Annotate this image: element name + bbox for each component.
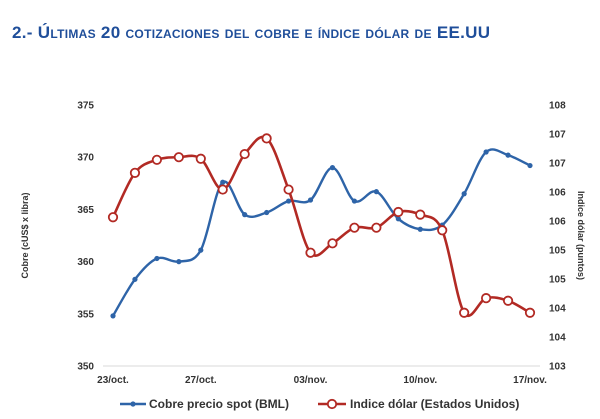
legend-copper-swatch-marker <box>130 401 136 407</box>
dollar-index-point <box>261 133 272 144</box>
copper-price-point <box>351 198 358 204</box>
dollar-index-point <box>393 206 404 218</box>
dollar-index-point <box>349 222 360 233</box>
y-left-tick-label: 350 <box>77 362 94 373</box>
copper-price-point <box>461 191 467 197</box>
copper-price-point <box>132 276 138 282</box>
dollar-index-point <box>283 184 294 195</box>
y-right-tick-label: 107 <box>549 130 566 141</box>
x-tick-label: 27/oct. <box>185 375 217 386</box>
dollar-index-point <box>481 293 492 304</box>
x-tick-label: 23/oct. <box>97 375 129 386</box>
copper-price-point <box>373 189 379 195</box>
y-right-tick-label: 108 <box>549 101 566 112</box>
y-left-tick-label: 355 <box>77 309 94 320</box>
dollar-index-point <box>217 184 228 195</box>
dollar-index-point <box>371 222 382 233</box>
y-right-tick-label: 105 <box>549 275 566 286</box>
copper-price-point <box>110 313 116 319</box>
copper-price-point <box>220 179 226 185</box>
legend-dollar-swatch-marker <box>326 398 338 410</box>
copper-price-point <box>198 247 204 253</box>
title-number: 2.- <box>12 23 38 42</box>
dollar-index-point <box>524 307 536 318</box>
chart-title: 2.- Últimas 20 cotizaciones del cobre e … <box>12 22 592 43</box>
dollar-index-point <box>415 209 426 220</box>
y-right-tick-label: 106 <box>549 217 566 228</box>
legend-dollar-label: Indice dólar (Estados Unidos) <box>350 397 519 411</box>
copper-price-point <box>329 165 336 171</box>
legend-copper-label: Cobre precio spot (BML) <box>149 397 289 411</box>
y-right-tick-label: 106 <box>549 188 566 199</box>
copper-price-point <box>242 212 248 218</box>
x-tick-label: 03/nov. <box>294 375 328 386</box>
y-right-tick-label: 103 <box>549 362 566 373</box>
dollar-index-point <box>173 152 184 163</box>
y-right-axis-title: Indice dólar (puntos) <box>576 191 586 280</box>
dollar-index-line <box>111 135 531 317</box>
y-left-tick-label: 365 <box>77 205 94 216</box>
dollar-index-point <box>195 153 206 164</box>
copper-price-point <box>264 209 270 216</box>
y-left-tick-label: 370 <box>77 153 94 164</box>
dollar-index-point <box>151 154 162 165</box>
x-tick-label: 17/nov. <box>513 375 547 386</box>
copper-price-point <box>505 152 511 158</box>
y-right-tick-label: 104 <box>549 333 566 344</box>
dollar-index-point <box>239 148 250 160</box>
y-left-tick-label: 360 <box>77 257 94 268</box>
y-right-tick-label: 104 <box>549 304 566 315</box>
y-right-tick-label: 107 <box>549 159 566 170</box>
dollar-index-point <box>305 247 316 258</box>
y-left-axis-title: Cobre (cUS$ x libra) <box>20 192 30 278</box>
dollar-index-point <box>327 238 338 249</box>
dollar-index-point <box>502 295 514 306</box>
dollar-index-point <box>129 167 141 178</box>
dollar-index-point <box>459 307 470 318</box>
x-tick-label: 10/nov. <box>403 375 437 386</box>
copper-price-point <box>285 198 292 204</box>
copper-price-point <box>527 162 533 169</box>
title-text: Últimas 20 cotizaciones del cobre e índi… <box>37 23 491 42</box>
y-left-tick-label: 375 <box>77 101 94 112</box>
copper-price-point <box>395 216 401 222</box>
copper-price-point <box>154 255 160 262</box>
copper-price-point <box>417 226 423 232</box>
y-right-tick-label: 105 <box>549 246 566 257</box>
copper-price-point <box>307 197 314 203</box>
dollar-index-point <box>107 212 119 223</box>
copper-price-line <box>111 148 531 317</box>
copper-price-point <box>176 259 182 265</box>
dollar-index-point <box>437 225 448 236</box>
copper-price-point <box>483 149 489 155</box>
